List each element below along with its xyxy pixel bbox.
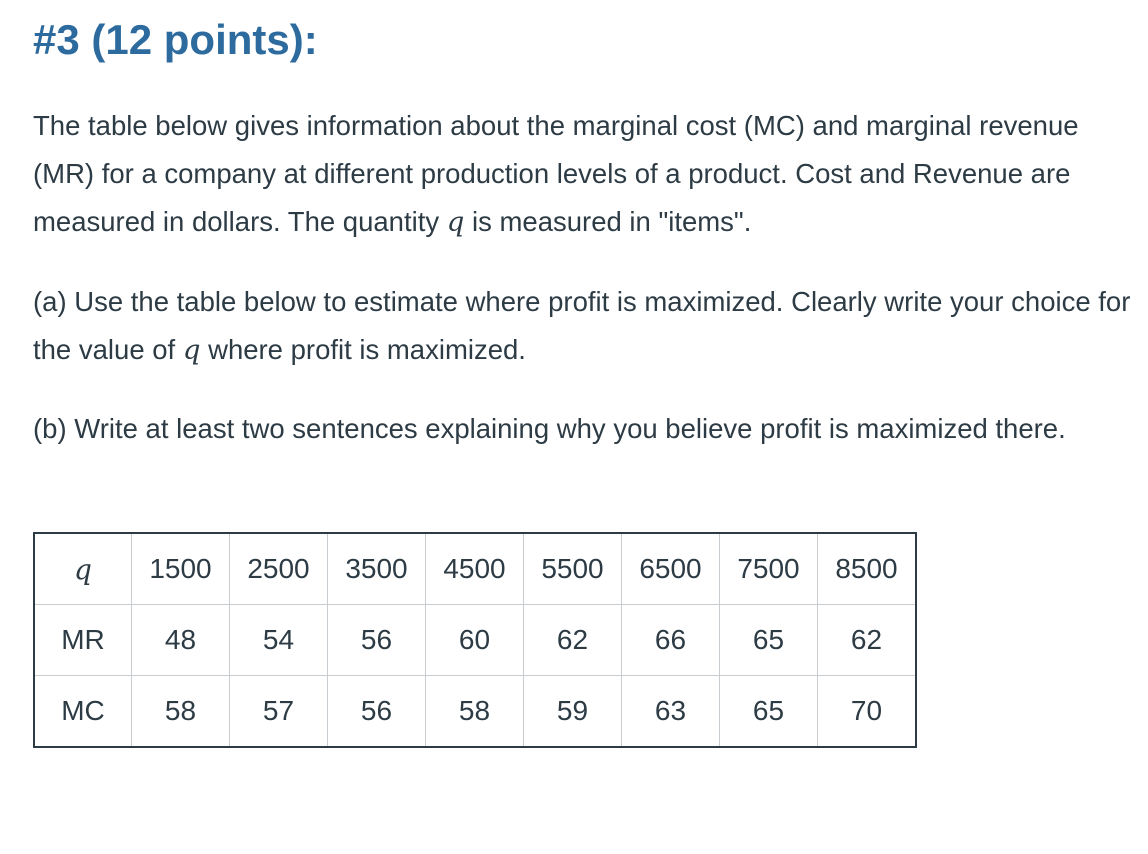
table-row-quantity: q 1500 2500 3500 4500 5500 6500 7500 850… bbox=[33, 532, 917, 605]
table-cell-quantity: 2500 bbox=[229, 532, 328, 605]
part-b-paragraph: (b) Write at least two sentences explain… bbox=[33, 413, 1066, 444]
table-cell-quantity: 7500 bbox=[719, 532, 818, 605]
table-cell-mr: 66 bbox=[621, 604, 720, 676]
intro-text-end: is measured in "items". bbox=[464, 206, 752, 237]
part-a-text-start: (a) Use the table below to estimate wher… bbox=[33, 286, 1131, 365]
part-a-paragraph: (a) Use the table below to estimate wher… bbox=[33, 278, 1133, 374]
table-cell-mc: 56 bbox=[327, 675, 426, 748]
table-cell-mr: 56 bbox=[327, 604, 426, 676]
part-a-text-end: where profit is maximized. bbox=[200, 334, 526, 365]
table-row-label-mc: MC bbox=[33, 675, 132, 748]
quantity-variable: q bbox=[446, 206, 465, 238]
question-heading: #3 (12 points): bbox=[33, 16, 318, 63]
table-row-mr: MR 48 54 56 60 62 66 65 62 bbox=[33, 604, 917, 676]
table-cell-mr: 62 bbox=[523, 604, 622, 676]
table-cell-mc: 58 bbox=[425, 675, 524, 748]
intro-paragraph: The table below gives information about … bbox=[33, 102, 1133, 246]
table-cell-mr: 48 bbox=[131, 604, 230, 676]
table-cell-mr: 65 bbox=[719, 604, 818, 676]
table-row-label-mr: MR bbox=[33, 604, 132, 676]
table-cell-mc: 65 bbox=[719, 675, 818, 748]
mr-mc-table: q 1500 2500 3500 4500 5500 6500 7500 850… bbox=[33, 532, 917, 748]
table-cell-mr: 54 bbox=[229, 604, 328, 676]
table-cell-quantity: 6500 bbox=[621, 532, 720, 605]
table-cell-mc: 57 bbox=[229, 675, 328, 748]
table-cell-quantity: 8500 bbox=[817, 532, 917, 605]
table-cell-quantity: 5500 bbox=[523, 532, 622, 605]
table-cell-quantity: 1500 bbox=[131, 532, 230, 605]
table-cell-quantity: 4500 bbox=[425, 532, 524, 605]
table-cell-quantity: 3500 bbox=[327, 532, 426, 605]
table-cell-mc: 59 bbox=[523, 675, 622, 748]
table-cell-mc: 58 bbox=[131, 675, 230, 748]
intro-text-start: The table below gives information about … bbox=[33, 110, 1079, 237]
table-row-mc: MC 58 57 56 58 59 63 65 70 bbox=[33, 675, 917, 748]
table-cell-mr: 62 bbox=[817, 604, 917, 676]
table-header-q: q bbox=[33, 532, 132, 605]
table-cell-mc: 63 bbox=[621, 675, 720, 748]
table-cell-mr: 60 bbox=[425, 604, 524, 676]
quantity-variable: q bbox=[182, 334, 201, 366]
table-cell-mc: 70 bbox=[817, 675, 917, 748]
